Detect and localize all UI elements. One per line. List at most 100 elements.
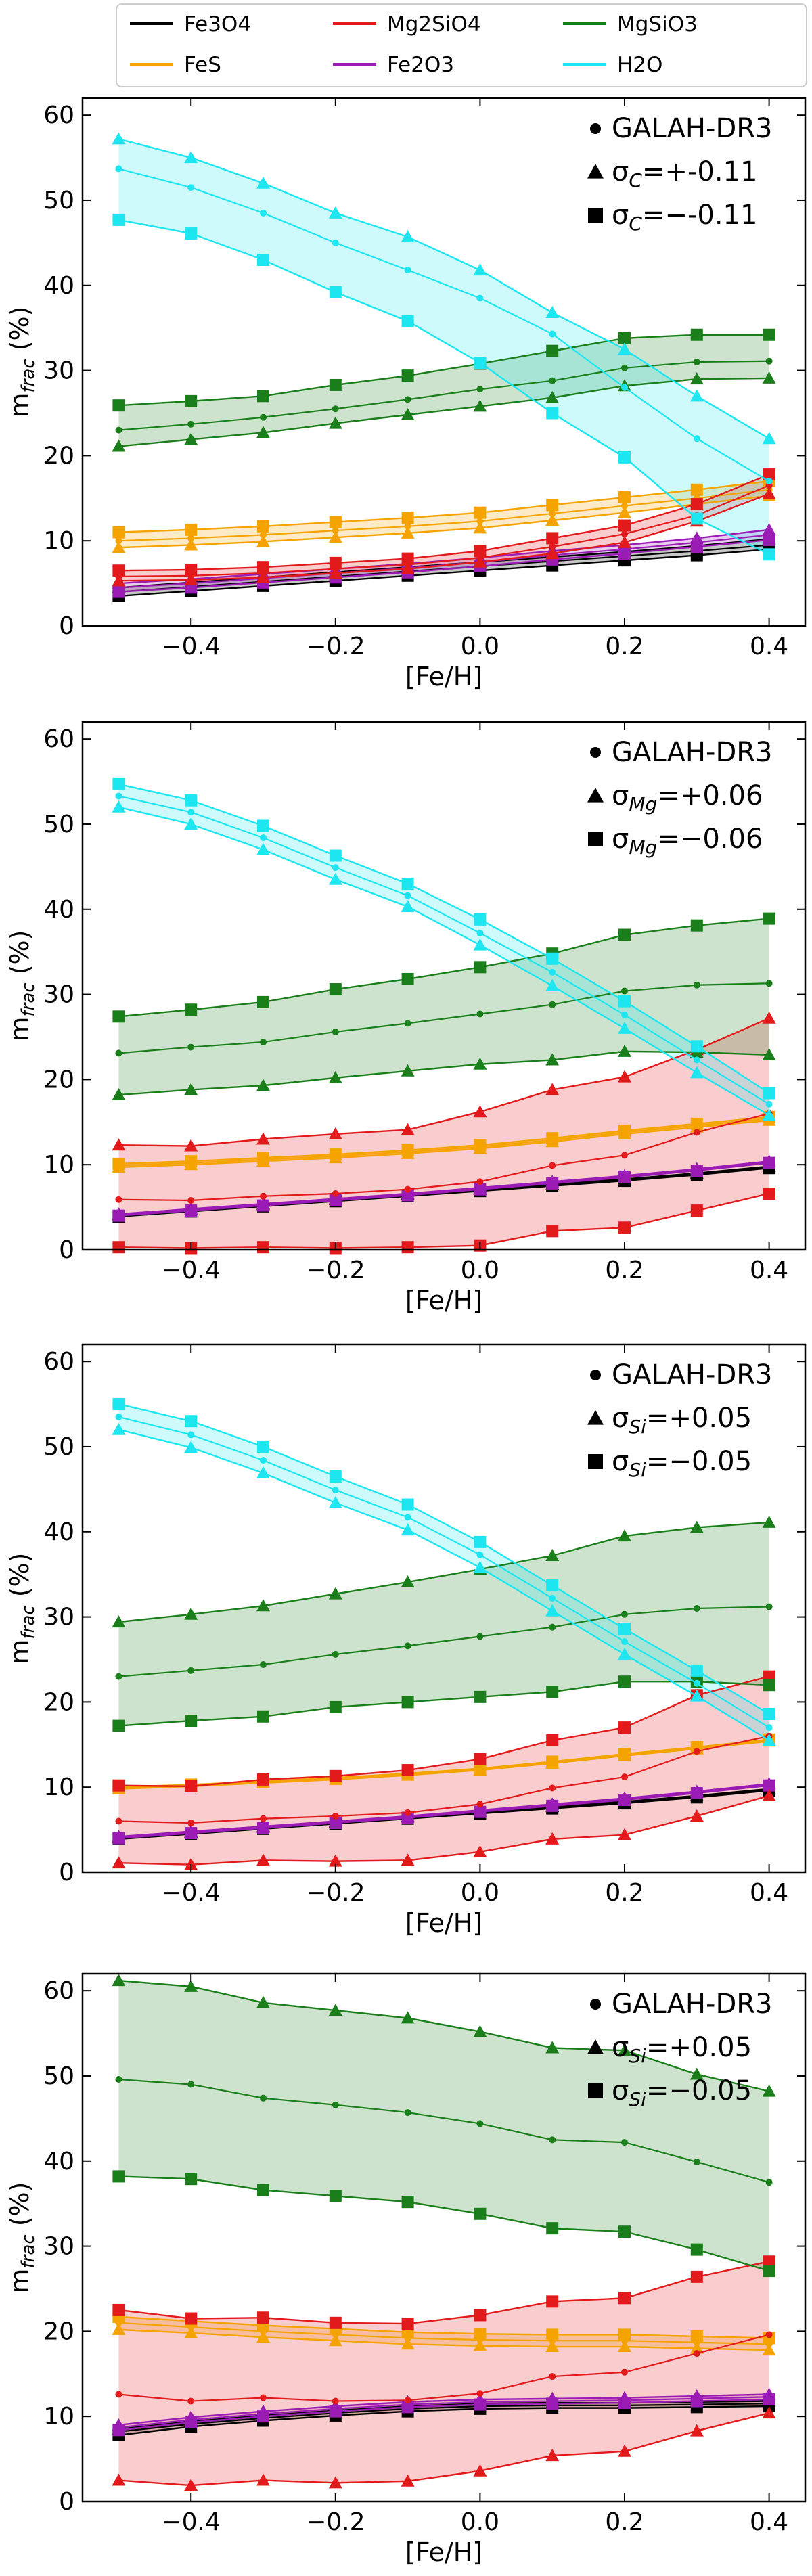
annotation-text-1: σC=+-0.11 xyxy=(612,156,757,191)
band-fes xyxy=(118,481,769,548)
point-mgsio3-base-4 xyxy=(404,396,411,403)
point-h2o-sq-2 xyxy=(257,254,269,267)
y-axis-label: mfrac (%) xyxy=(5,1553,39,1665)
point-fe2o3-base-7 xyxy=(621,1795,628,1803)
line-h2o-base xyxy=(118,795,770,1105)
point-mg2sio4-base-4 xyxy=(404,561,411,568)
point-h2o-base-6 xyxy=(549,968,556,976)
point-h2o-base-4 xyxy=(404,892,411,899)
point-h2o-sq-0 xyxy=(112,1398,125,1411)
point-fes-base-5 xyxy=(476,1765,484,1773)
point-h2o-sq-5 xyxy=(474,357,487,369)
point-mgsio3-tri-5 xyxy=(473,399,487,412)
axes-frame xyxy=(81,721,807,1251)
annotation-marker-square xyxy=(588,2083,603,2098)
point-mgsio3-tri-1 xyxy=(184,432,198,445)
point-mg2sio4-base-4 xyxy=(404,2397,411,2404)
legend-entry-mg2sio4: Mg2SiO4 xyxy=(333,12,481,37)
point-mg2sio4-base-2 xyxy=(260,1192,267,1200)
point-mgsio3-sq-9 xyxy=(763,328,775,341)
line-h2o-tri xyxy=(118,806,770,1116)
line-mgsio3-tri xyxy=(118,1521,769,1623)
x-tick-label-3: 0.2 xyxy=(605,1879,644,1907)
point-mg2sio4-base-5 xyxy=(476,1178,484,1185)
panel-4: 0 10 20 30 40 50 60 −0.4 −0.2 0.0 0.2 0.4 [Fe/H] mfra… xyxy=(5,1972,807,2567)
annotation-text-1: σMg=+0.06 xyxy=(612,780,763,815)
point-mg2sio4-tri-9 xyxy=(762,2406,776,2419)
point-h2o-base-6 xyxy=(549,330,556,338)
point-mgsio3-sq-6 xyxy=(546,1686,559,1698)
point-h2o-tri-9 xyxy=(762,1734,776,1746)
line-mg2sio4-tri xyxy=(118,1794,769,1866)
point-h2o-sq-8 xyxy=(690,1664,703,1677)
y-tick-label-20: 20 xyxy=(43,1066,74,1093)
y-axis-label: mfrac (%) xyxy=(5,2182,39,2294)
point-h2o-base-1 xyxy=(187,184,195,191)
point-fes-base-5 xyxy=(476,1143,484,1150)
line-h2o-base xyxy=(118,168,770,482)
point-mg2sio4-base-8 xyxy=(693,2350,700,2357)
annotation-marker-circle xyxy=(590,747,601,758)
band-h2o xyxy=(118,784,769,1116)
point-mgsio3-sq-9 xyxy=(763,912,775,925)
point-mg2sio4-sq-7 xyxy=(618,1221,631,1234)
point-fe2o3-base-0 xyxy=(115,1834,122,1841)
point-h2o-base-8 xyxy=(693,435,700,443)
point-h2o-tri-7 xyxy=(618,342,631,355)
line-fe2o3-sq xyxy=(118,1162,769,1217)
point-mgsio3-tri-0 xyxy=(112,1088,126,1101)
band-mgsio3 xyxy=(118,918,769,1095)
point-fes-tri-9 xyxy=(762,2343,776,2356)
y-tick-label-0: 0 xyxy=(59,1236,74,1264)
point-mgsio3-sq-7 xyxy=(618,2225,631,2238)
y-axis-label: mfrac (%) xyxy=(5,930,39,1042)
point-mgsio3-base-7 xyxy=(621,2139,628,2146)
point-mg2sio4-sq-0 xyxy=(112,1241,125,1254)
point-mg2sio4-sq-2 xyxy=(257,1773,269,1786)
point-mg2sio4-base-3 xyxy=(332,565,339,572)
point-h2o-tri-2 xyxy=(256,176,270,189)
point-mg2sio4-base-2 xyxy=(260,2394,267,2401)
point-h2o-sq-9 xyxy=(763,1708,775,1720)
point-mgsio3-tri-6 xyxy=(545,1549,560,1561)
x-tick-label-1: −0.2 xyxy=(306,1257,365,1284)
point-h2o-base-7 xyxy=(621,384,628,391)
line-mg2sio4-base xyxy=(118,484,770,578)
point-mgsio3-tri-0 xyxy=(112,439,126,452)
line-h2o-sq xyxy=(118,219,770,556)
point-mg2sio4-base-3 xyxy=(332,2397,339,2405)
point-mg2sio4-sq-6 xyxy=(546,1734,559,1746)
line-mg2sio4-tri xyxy=(118,493,770,582)
point-mgsio3-base-5 xyxy=(476,2120,484,2127)
point-mgsio3-base-8 xyxy=(693,1605,700,1612)
point-fes-tri-1 xyxy=(184,2326,198,2338)
point-mgsio3-tri-0 xyxy=(112,1974,126,1987)
series-mg2sio4 xyxy=(112,1670,776,1870)
point-fes-base-8 xyxy=(693,2338,700,2346)
line-fe2o3-sq xyxy=(118,539,769,593)
point-mg2sio4-sq-9 xyxy=(763,2255,775,2268)
y-axis-label: mfrac (%) xyxy=(5,307,39,418)
point-h2o-tri-7 xyxy=(618,1647,631,1660)
line-mg2sio4-tri xyxy=(118,2412,769,2487)
point-mg2sio4-sq-4 xyxy=(401,1241,414,1254)
point-mg2sio4-sq-5 xyxy=(474,545,487,558)
point-mgsio3-base-9 xyxy=(765,2179,773,2186)
x-tick-label-2: 0.0 xyxy=(461,2508,499,2536)
line-mgsio3-tri xyxy=(118,377,769,447)
y-tick-label-20: 20 xyxy=(43,1688,74,1716)
annotation-text-1: σSi=+0.05 xyxy=(612,2032,752,2067)
line-h2o-sq xyxy=(118,1403,770,1715)
line-mgsio3-sq xyxy=(118,2175,769,2272)
line-fe2o3-tri xyxy=(118,2393,769,2426)
point-mgsio3-tri-8 xyxy=(690,1520,704,1533)
point-mg2sio4-tri-3 xyxy=(328,1854,342,1867)
point-mg2sio4-base-3 xyxy=(332,1190,339,1197)
point-mg2sio4-tri-0 xyxy=(112,1856,126,1869)
x-tick-label-3: 0.2 xyxy=(605,2508,644,2536)
point-h2o-base-0 xyxy=(115,792,122,800)
x-axis-label: [Fe/H] xyxy=(405,1908,482,1938)
point-fes-base-6 xyxy=(549,1759,556,1766)
point-mg2sio4-base-0 xyxy=(115,573,122,581)
line-mgsio3-tri xyxy=(118,1979,769,2092)
